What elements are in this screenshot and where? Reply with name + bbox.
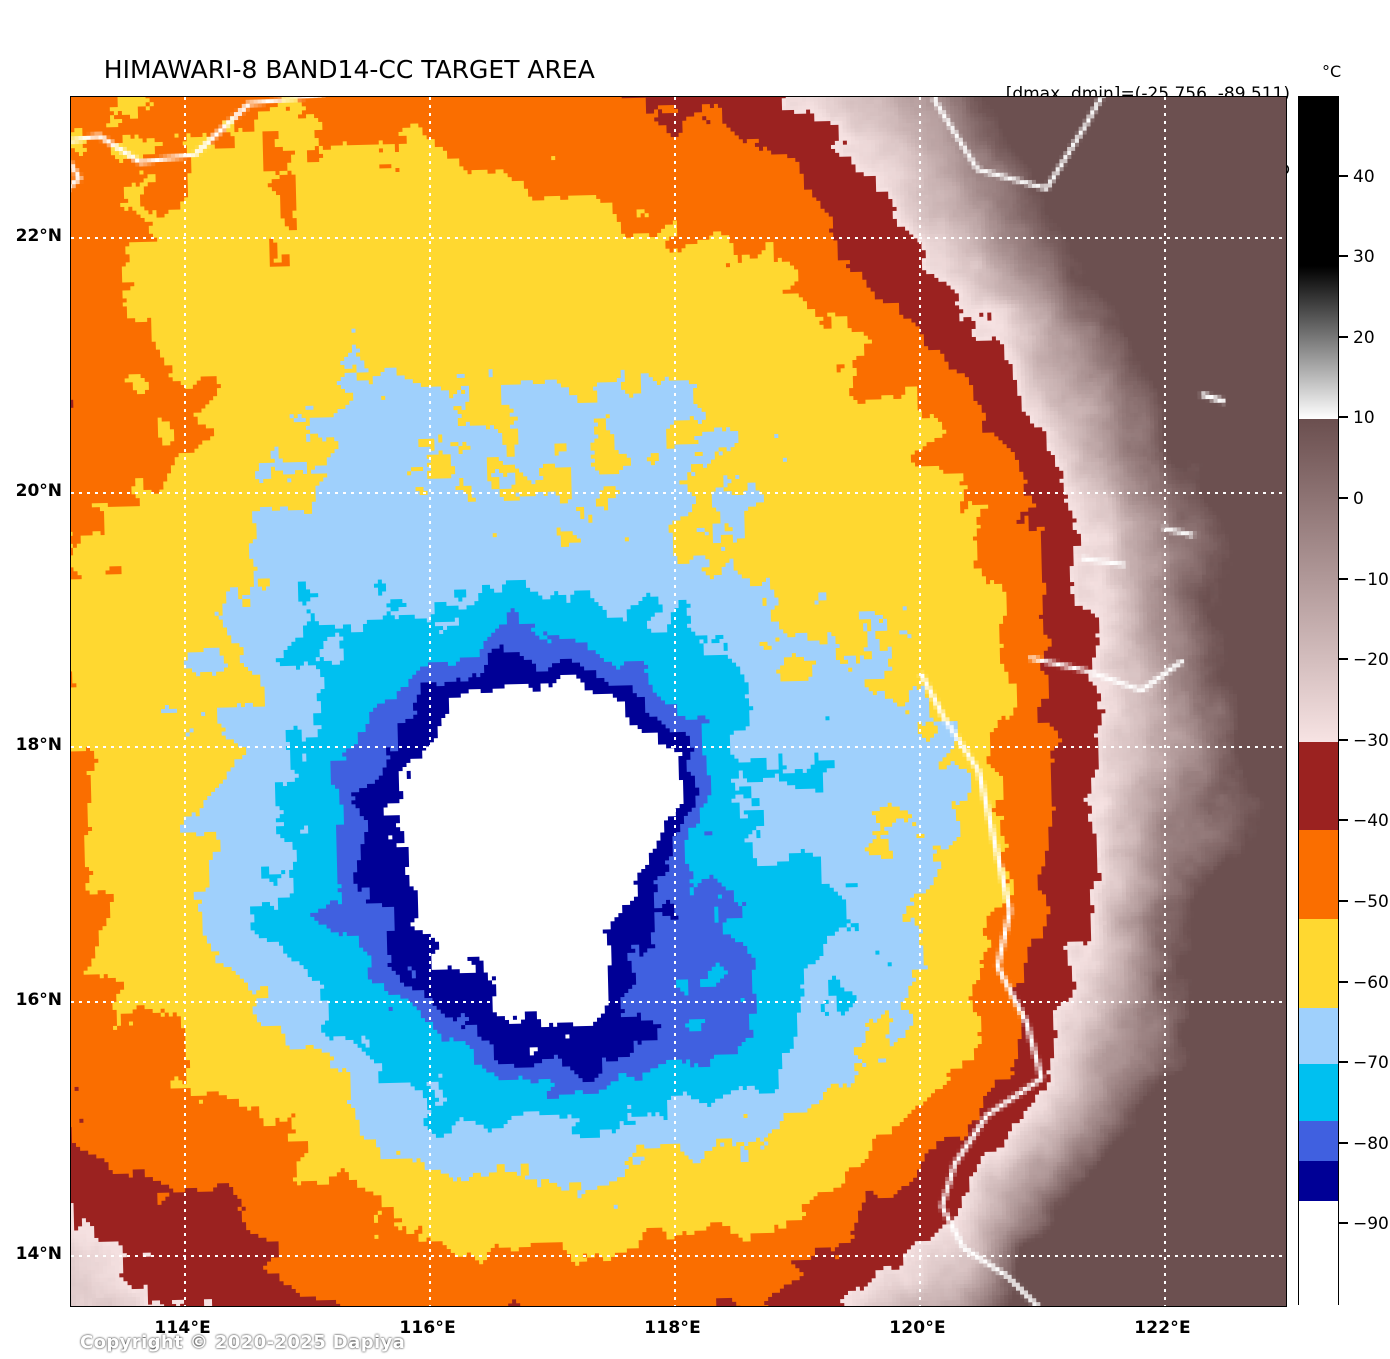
title-line-1: HIMAWARI-8 BAND14-CC TARGET AREA (103, 55, 595, 84)
lat-tick-22°N: 22°N (15, 225, 62, 246)
colorbar-tick--60: −60 (1339, 973, 1389, 993)
tick-value: −10 (1353, 569, 1389, 590)
lon-tick-122°E: 122°E (1134, 1318, 1191, 1338)
colorbar-tick--90: −90 (1339, 1214, 1389, 1234)
colorbar-tick--70: −70 (1339, 1053, 1389, 1073)
tick-mark (1339, 658, 1348, 661)
colorbar-segment (1299, 919, 1338, 1008)
colorbar-segment (1299, 1160, 1338, 1202)
tick-value: −40 (1353, 811, 1389, 832)
colorbar-tick--80: −80 (1339, 1134, 1389, 1154)
tick-mark (1339, 900, 1348, 902)
map-plot-area (70, 96, 1287, 1307)
colorbar-segment (1299, 1064, 1338, 1121)
tick-mark (1339, 738, 1348, 741)
tick-mark (1339, 1141, 1348, 1144)
colorbar-tick--20: −20 (1339, 650, 1389, 670)
tick-mark (1339, 497, 1348, 499)
tick-mark (1339, 416, 1348, 419)
tick-mark (1339, 1061, 1348, 1064)
tick-value: −20 (1353, 650, 1389, 671)
lat-tick-18°N: 18°N (15, 735, 62, 756)
tick-mark (1339, 577, 1348, 580)
tick-mark (1339, 335, 1348, 338)
lon-tick-116°E: 116°E (399, 1318, 456, 1338)
tick-value: −90 (1353, 1214, 1389, 1235)
tick-value: 0 (1353, 489, 1364, 509)
tick-mark (1339, 174, 1348, 177)
lon-tick-120°E: 120°E (889, 1318, 946, 1338)
colorbar-unit-label: °C (1322, 62, 1342, 81)
tick-value: −60 (1353, 972, 1389, 993)
colorbar-segment (1299, 1201, 1338, 1306)
tick-value: 20 (1353, 327, 1375, 348)
colorbar-segment (1299, 830, 1338, 920)
lon-tick-118°E: 118°E (644, 1318, 701, 1338)
colorbar-tick--50: −50 (1339, 892, 1389, 912)
tick-value: −80 (1353, 1133, 1389, 1154)
tick-value: 30 (1353, 247, 1375, 268)
lon-tick-114°E: 114°E (154, 1318, 211, 1338)
colorbar-segment (1299, 97, 1338, 267)
satellite-image (71, 97, 1286, 1306)
tick-mark (1339, 819, 1348, 822)
tick-value: −70 (1353, 1053, 1389, 1074)
colorbar-tick--30: −30 (1339, 731, 1389, 751)
colorbar-tick-labels: 40 30 20 10 0 −10 −20 −30 −40 −50 −60 −70 −80 −90 (1339, 96, 1389, 1305)
tick-mark (1339, 255, 1348, 258)
lat-tick-14°N: 14°N (15, 1244, 62, 1265)
tick-value: 40 (1353, 166, 1375, 187)
tick-value: 10 (1353, 408, 1375, 429)
colorbar-tick-20: 20 (1339, 328, 1375, 348)
colorbar (1298, 96, 1339, 1306)
colorbar-tick-10: 10 (1339, 408, 1375, 428)
tick-mark (1339, 1222, 1348, 1225)
colorbar-segment (1299, 741, 1338, 831)
copyright-notice: Copyright © 2020-2025 Dapiya (80, 1332, 406, 1353)
colorbar-tick-30: 30 (1339, 247, 1375, 267)
lat-tick-20°N: 20°N (15, 480, 62, 501)
tick-value: −50 (1353, 892, 1389, 912)
colorbar-segment (1299, 1007, 1338, 1065)
colorbar-segment (1299, 419, 1338, 742)
colorbar-segment (1299, 1120, 1338, 1161)
lat-tick-16°N: 16°N (15, 989, 62, 1010)
tick-mark (1339, 980, 1348, 983)
tick-value: −30 (1353, 730, 1389, 751)
colorbar-tick-0: 0 (1339, 489, 1364, 509)
colorbar-tick-40: 40 (1339, 167, 1375, 187)
colorbar-segment (1299, 266, 1338, 420)
colorbar-tick--40: −40 (1339, 811, 1389, 831)
colorbar-tick--10: −10 (1339, 570, 1389, 590)
